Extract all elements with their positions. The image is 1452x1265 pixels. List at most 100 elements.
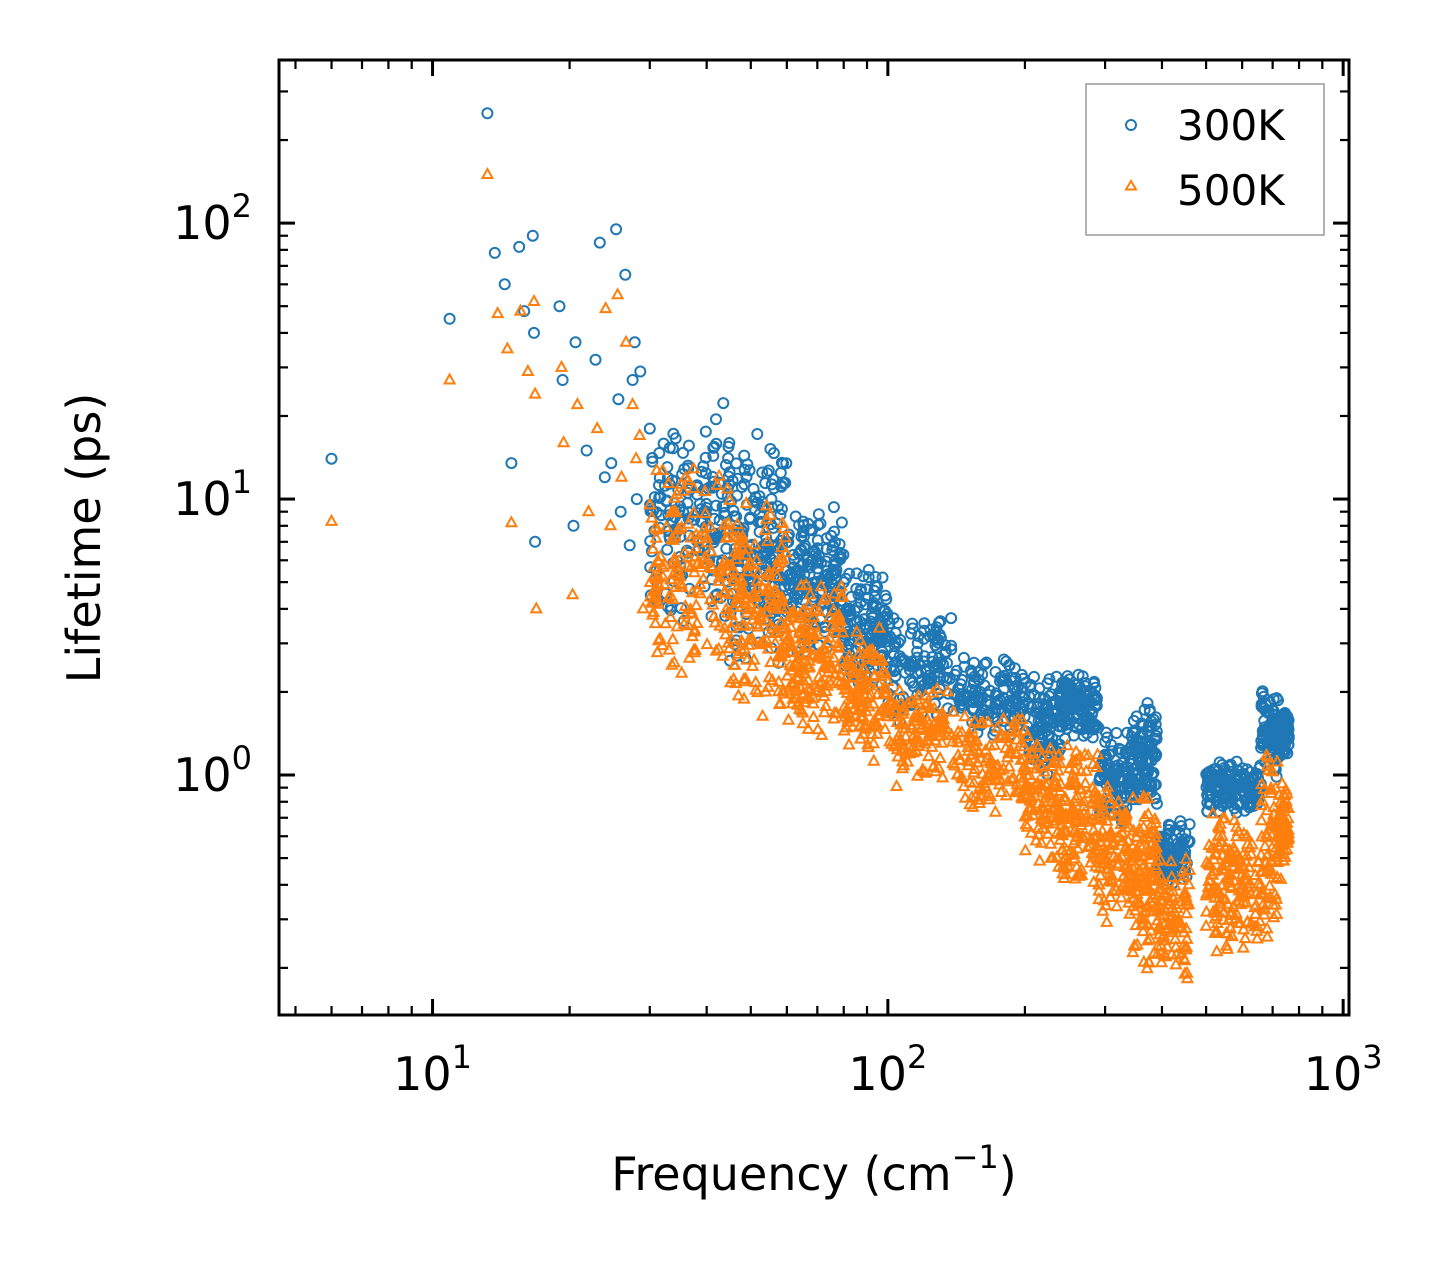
point-300k — [1090, 691, 1102, 704]
point-500k — [1055, 859, 1070, 872]
point-300k — [722, 440, 735, 453]
point-500k — [651, 522, 665, 535]
point-500k — [1228, 911, 1243, 924]
point-500k — [729, 591, 744, 604]
point-500k — [1227, 843, 1241, 856]
point-500k — [902, 739, 916, 752]
point-300k — [1150, 725, 1163, 738]
point-500k — [761, 679, 775, 692]
point-500k — [853, 709, 868, 722]
point-500k — [1199, 918, 1213, 931]
point-500k — [720, 481, 735, 494]
point-500k — [844, 658, 859, 671]
point-300k — [892, 636, 905, 649]
point-500k — [786, 659, 800, 672]
point-500k — [879, 687, 893, 700]
point-500k — [955, 769, 969, 782]
point-300k — [812, 508, 825, 521]
point-500k — [1147, 945, 1161, 958]
point-500k — [670, 486, 684, 499]
legend-box — [1085, 83, 1325, 236]
point-500k — [868, 718, 883, 731]
point-500k — [785, 639, 799, 652]
point-300k — [989, 666, 1002, 678]
point-500k — [751, 565, 765, 578]
point-500k — [727, 614, 741, 627]
point-500k — [1158, 902, 1172, 915]
point-300k — [605, 457, 618, 470]
point-500k — [1065, 847, 1080, 860]
point-500k — [676, 483, 690, 496]
point-300k — [644, 561, 657, 574]
point-300k — [717, 397, 730, 410]
point-500k — [1164, 946, 1179, 959]
point-500k — [1154, 901, 1168, 914]
point-300k — [505, 457, 518, 470]
point-500k — [748, 588, 762, 601]
point-500k — [1276, 831, 1290, 844]
point-500k — [653, 631, 667, 644]
point-500k — [700, 535, 714, 548]
point-500k — [1274, 871, 1288, 884]
point-500k — [684, 530, 698, 543]
point-500k — [632, 427, 647, 440]
point-500k — [1025, 746, 1039, 759]
point-500k — [1018, 843, 1033, 856]
point-500k — [806, 709, 821, 722]
point-500k — [802, 659, 817, 672]
point-500k — [565, 587, 580, 600]
point-500k — [1270, 754, 1284, 767]
point-500k — [742, 632, 756, 645]
point-300k — [827, 501, 840, 514]
point-300k — [1239, 794, 1252, 807]
point-500k — [996, 711, 1011, 724]
point-500k — [1144, 871, 1158, 884]
point-500k — [1128, 938, 1142, 951]
point-300k — [911, 645, 924, 658]
point-500k — [1157, 907, 1171, 920]
point-500k — [814, 579, 828, 592]
point-500k — [1277, 835, 1291, 848]
point-500k — [698, 549, 712, 562]
point-500k — [984, 773, 998, 786]
point-500k — [1153, 946, 1168, 959]
x-tick-label: 101 — [393, 1038, 472, 1101]
point-500k — [1086, 822, 1101, 835]
point-300k — [1042, 730, 1055, 743]
point-500k — [896, 706, 910, 719]
point-500k — [683, 606, 698, 619]
point-500k — [1023, 790, 1037, 803]
point-500k — [913, 709, 927, 722]
point-500k — [1129, 830, 1143, 843]
point-500k — [950, 731, 964, 744]
point-500k — [1160, 939, 1174, 952]
point-300k — [1019, 676, 1032, 689]
point-500k — [619, 334, 633, 347]
point-500k — [899, 729, 913, 742]
point-300k — [1065, 701, 1078, 714]
point-300k — [1256, 739, 1269, 752]
point-500k — [649, 571, 663, 584]
point-500k — [1178, 966, 1192, 979]
point-500k — [908, 732, 922, 745]
point-500k — [889, 778, 904, 791]
point-500k — [921, 749, 936, 762]
point-500k — [636, 601, 650, 614]
point-500k — [962, 730, 976, 743]
point-500k — [1058, 793, 1072, 806]
point-500k — [1074, 862, 1089, 875]
point-500k — [1151, 887, 1165, 900]
point-500k — [645, 510, 659, 523]
point-500k — [896, 715, 911, 728]
point-300k — [755, 555, 768, 568]
point-500k — [1010, 724, 1024, 737]
point-500k — [1018, 762, 1033, 775]
point-500k — [1089, 759, 1104, 772]
point-500k — [820, 678, 834, 691]
point-300k — [873, 603, 886, 616]
point-500k — [750, 553, 764, 566]
point-500k — [1071, 841, 1085, 854]
point-300k — [1231, 781, 1244, 794]
point-500k — [1035, 800, 1049, 813]
point-300k — [598, 471, 611, 484]
